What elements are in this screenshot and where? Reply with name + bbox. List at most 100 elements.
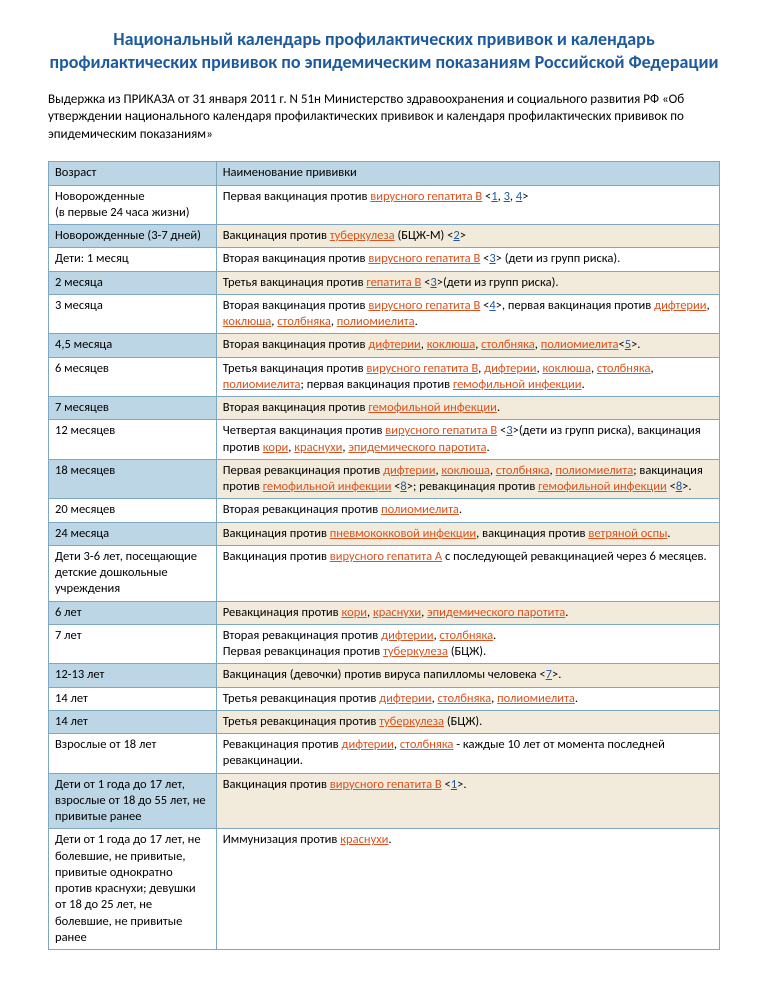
disease-link[interactable]: дифтерии — [341, 737, 393, 752]
disease-link[interactable]: вирусного гепатита B — [368, 298, 480, 313]
disease-link[interactable]: гепатита B — [366, 275, 421, 290]
disease-link[interactable]: вирусного гепатита B — [368, 251, 480, 266]
table-row: Дети 3-6 лет, посещающие детские дошколь… — [49, 545, 720, 601]
cell-age: 7 месяцев — [49, 397, 217, 420]
cell-desc: Вакцинация против пневмококковой инфекци… — [216, 522, 719, 545]
table-row: 7 месяцевВторая вакцинация против гемофи… — [49, 397, 720, 420]
vaccination-table: ВозрастНаименование прививкиНоворожденны… — [48, 161, 720, 950]
cell-age: Дети от 1 года до 17 лет, не болевшие, н… — [49, 829, 217, 950]
disease-link[interactable]: эпидемического паротита — [427, 605, 565, 620]
disease-link[interactable]: полиомиелита — [223, 377, 301, 392]
table-row: 12-13 летВакцинация (девочки) против вир… — [49, 664, 720, 687]
footnote-ref[interactable]: 3 — [504, 189, 510, 204]
table-row: 6 летРевакцинация против кори, краснухи,… — [49, 601, 720, 624]
footnote-ref[interactable]: 5 — [625, 337, 631, 352]
cell-desc: Вакцинация против вирусного гепатита A с… — [216, 545, 719, 601]
cell-age: 7 лет — [49, 624, 217, 664]
disease-link[interactable]: гемофильной инфекции — [263, 479, 392, 494]
disease-link[interactable]: коклюша — [427, 337, 476, 352]
table-row: Взрослые от 18 летРевакцинация против ди… — [49, 734, 720, 774]
disease-link[interactable]: дифтерии — [654, 298, 706, 313]
disease-link[interactable]: дифтерии — [484, 361, 536, 376]
disease-link[interactable]: вирусного гепатита B — [370, 189, 482, 204]
cell-age: 12-13 лет — [49, 664, 217, 687]
disease-link[interactable]: дифтерии — [383, 463, 435, 478]
footnote-ref[interactable]: 4 — [516, 189, 522, 204]
disease-link[interactable]: дифтерии — [381, 628, 433, 643]
footnote-ref[interactable]: 8 — [676, 479, 682, 494]
disease-link[interactable]: столбняка — [438, 691, 492, 706]
table-row: 18 месяцевПервая ревакцинация против диф… — [49, 459, 720, 499]
disease-link[interactable]: вирусного гепатита A — [330, 549, 442, 564]
footnote-ref[interactable]: 1 — [451, 777, 457, 792]
cell-desc: Вторая вакцинация против гемофильной инф… — [216, 397, 719, 420]
cell-desc: Вторая вакцинация против вирусного гепат… — [216, 248, 719, 271]
cell-desc: Вакцинация против туберкулеза (БЦЖ-М) <2… — [216, 225, 719, 248]
cell-desc: Первая вакцинация против вирусного гепат… — [216, 185, 719, 225]
cell-desc: Ревакцинация против дифтерии, столбняка … — [216, 734, 719, 774]
cell-age: 2 месяца — [49, 271, 217, 294]
disease-link[interactable]: пневмококковой инфекции — [330, 526, 476, 541]
cell-desc: Вакцинация против вирусного гепатита B <… — [216, 773, 719, 829]
disease-link[interactable]: столбняка — [496, 463, 550, 478]
disease-link[interactable]: туберкулеза — [330, 228, 395, 243]
disease-link[interactable]: краснухи — [373, 605, 421, 620]
table-row: 14 летТретья ревакцинация против дифтери… — [49, 687, 720, 710]
disease-link[interactable]: туберкулеза — [379, 714, 444, 729]
cell-age: Взрослые от 18 лет — [49, 734, 217, 774]
disease-link[interactable]: ветряной оспы — [588, 526, 667, 541]
disease-link[interactable]: столбняка — [597, 361, 651, 376]
disease-link[interactable]: гемофильной инфекции — [368, 400, 497, 415]
disease-link[interactable]: эпидемического паротита — [348, 440, 486, 455]
cell-age: 3 месяца — [49, 294, 217, 334]
footnote-ref[interactable]: 4 — [489, 298, 495, 313]
disease-link[interactable]: кори — [263, 440, 289, 455]
disease-link[interactable]: коклюша — [441, 463, 490, 478]
disease-link[interactable]: вирусного гепатита B — [385, 423, 497, 438]
disease-link[interactable]: вирусного гепатита B — [366, 361, 478, 376]
disease-link[interactable]: краснухи — [294, 440, 342, 455]
table-row: 6 месяцевТретья вакцинация против вирусн… — [49, 357, 720, 397]
disease-link[interactable]: столбняка — [277, 314, 331, 329]
table-row: Дети от 1 года до 17 лет, не болевшие, н… — [49, 829, 720, 950]
footnote-ref[interactable]: 3 — [430, 275, 436, 290]
disease-link[interactable]: дифтерии — [379, 691, 431, 706]
cell-desc: Третья ревакцинация против дифтерии, сто… — [216, 687, 719, 710]
cell-age: 14 лет — [49, 710, 217, 733]
table-row: Дети: 1 месяцВторая вакцинация против ви… — [49, 248, 720, 271]
table-row: 24 месяцаВакцинация против пневмококково… — [49, 522, 720, 545]
table-row: 20 месяцевВторая ревакцинация против пол… — [49, 499, 720, 522]
disease-link[interactable]: полиомиелита — [337, 314, 415, 329]
disease-link[interactable]: коклюша — [542, 361, 591, 376]
disease-link[interactable]: кори — [341, 605, 367, 620]
footnote-ref[interactable]: 2 — [453, 228, 459, 243]
footnote-ref[interactable]: 3 — [506, 423, 512, 438]
cell-age: 6 лет — [49, 601, 217, 624]
disease-link[interactable]: коклюша — [223, 314, 272, 329]
disease-link[interactable]: гемофильной инфекции — [538, 479, 667, 494]
cell-desc: Третья вакцинация против гепатита B <3>(… — [216, 271, 719, 294]
footnote-ref[interactable]: 7 — [546, 667, 552, 682]
table-row: 12 месяцевЧетвертая вакцинация против ви… — [49, 420, 720, 460]
disease-link[interactable]: полиомиелита — [381, 502, 459, 517]
disease-link[interactable]: туберкулеза — [383, 644, 448, 659]
disease-link[interactable]: гемофильной инфекции — [453, 377, 582, 392]
cell-age: Дети: 1 месяц — [49, 248, 217, 271]
table-row: Дети от 1 года до 17 лет, взрослые от 18… — [49, 773, 720, 829]
disease-link[interactable]: дифтерии — [368, 337, 420, 352]
disease-link[interactable]: полиомиелита — [555, 463, 633, 478]
disease-link[interactable]: вирусного гепатита B — [330, 777, 442, 792]
cell-age: Дети 3-6 лет, посещающие детские дошколь… — [49, 545, 217, 601]
footnote-ref[interactable]: 3 — [489, 251, 495, 266]
table-row: 14 летТретья ревакцинация против туберку… — [49, 710, 720, 733]
table-header: ВозрастНаименование прививки — [49, 162, 720, 185]
disease-link[interactable]: столбняка — [439, 628, 493, 643]
disease-link[interactable]: столбняка — [481, 337, 535, 352]
table-row: Новорожденные (в первые 24 часа жизни)Пе… — [49, 185, 720, 225]
disease-link[interactable]: столбняка — [400, 737, 454, 752]
disease-link[interactable]: полиомиелита — [497, 691, 575, 706]
disease-link[interactable]: полиомиелита — [541, 337, 619, 352]
footnote-ref[interactable]: 1 — [491, 189, 497, 204]
footnote-ref[interactable]: 8 — [400, 479, 406, 494]
disease-link[interactable]: краснухи — [340, 832, 388, 847]
